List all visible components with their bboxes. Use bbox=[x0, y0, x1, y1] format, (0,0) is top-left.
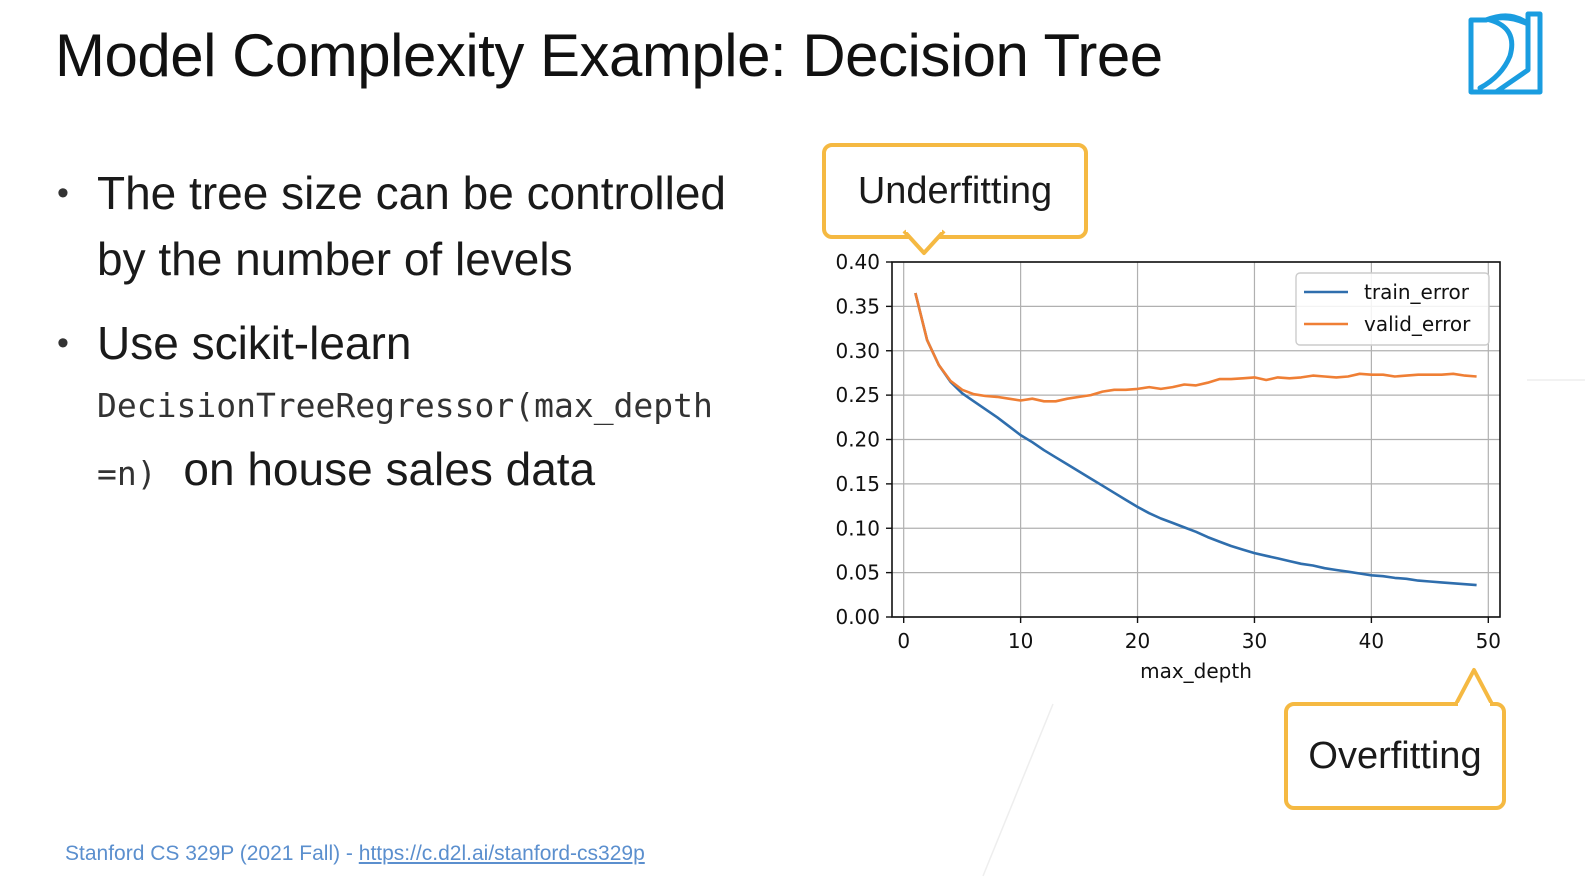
y-tick-label: 0.20 bbox=[835, 428, 880, 452]
y-tick-label: 0.15 bbox=[835, 472, 880, 496]
bullet-item: • Use scikit-learn DecisionTreeRegressor… bbox=[55, 310, 775, 507]
bullet-list: • The tree size can be controlled by the… bbox=[55, 160, 775, 507]
y-tick-label: 0.00 bbox=[835, 605, 880, 629]
line-chart: 0 10 20 30 40 50 0.00 0.05 0.10 0.15 0.20 0.25 0.30 0… bbox=[835, 250, 1501, 683]
slide-title: Model Complexity Example: Decision Tree bbox=[55, 22, 1163, 89]
x-axis-label: max_depth bbox=[1140, 659, 1252, 683]
y-tick-label: 0.10 bbox=[835, 516, 880, 540]
x-tick-label: 10 bbox=[1008, 629, 1033, 653]
x-tick-label: 50 bbox=[1476, 629, 1501, 653]
underfitting-callout: Underfitting bbox=[822, 143, 1088, 239]
overfitting-callout-tail bbox=[1454, 668, 1494, 706]
underfitting-label: Underfitting bbox=[857, 169, 1053, 212]
legend-label-train_error: train_error bbox=[1364, 280, 1470, 304]
footer-citation: Stanford CS 329P (2021 Fall) - https://c… bbox=[65, 842, 645, 866]
d2l-logo-icon bbox=[1466, 10, 1546, 96]
x-tick-label: 20 bbox=[1125, 629, 1150, 653]
y-tick-label: 0.25 bbox=[835, 383, 880, 407]
footer-text: Stanford CS 329P (2021 Fall) - bbox=[65, 842, 359, 865]
bullet-text: Use scikit-learn bbox=[97, 317, 412, 369]
footer-link[interactable]: https://c.d2l.ai/stanford-cs329p bbox=[358, 842, 645, 865]
bullet-item: • The tree size can be controlled by the… bbox=[55, 160, 775, 292]
series-line-valid_error bbox=[914, 292, 1477, 403]
y-tick-label: 0.35 bbox=[835, 294, 880, 318]
series-line-train_error bbox=[914, 292, 1477, 587]
code-snippet-end: =n) bbox=[97, 454, 157, 493]
x-tick-label: 40 bbox=[1359, 629, 1384, 653]
underfitting-callout-tail bbox=[902, 229, 946, 255]
code-snippet: DecisionTreeRegressor(max_depth bbox=[97, 386, 713, 425]
legend-label-valid_error: valid_error bbox=[1364, 312, 1471, 336]
bullet-text-after: on house sales data bbox=[183, 443, 596, 495]
x-tick-label: 0 bbox=[897, 629, 910, 653]
y-tick-label: 0.40 bbox=[835, 250, 880, 274]
y-tick-label: 0.05 bbox=[835, 561, 880, 585]
y-tick-label: 0.30 bbox=[835, 339, 880, 363]
legend: train_error valid_error bbox=[1295, 272, 1490, 346]
x-tick-label: 30 bbox=[1242, 629, 1267, 653]
bullet-text: The tree size can be controlled by the n… bbox=[97, 167, 727, 285]
series-layer bbox=[914, 292, 1477, 587]
overfitting-label: Overfitting bbox=[1308, 734, 1482, 777]
axes-layer: 0 10 20 30 40 50 0.00 0.05 0.10 0.15 0.20 0.25 0.30 0… bbox=[835, 250, 1501, 683]
bullet-glyph: • bbox=[57, 174, 69, 212]
overfitting-callout: Overfitting bbox=[1284, 702, 1506, 810]
decorative-line bbox=[982, 703, 1054, 877]
decorative-line bbox=[1527, 379, 1585, 381]
bullet-glyph: • bbox=[57, 324, 69, 362]
